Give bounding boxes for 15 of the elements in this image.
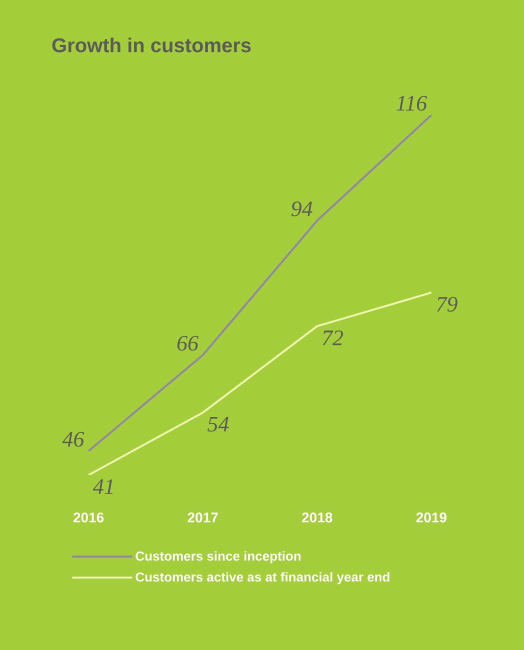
- data-label: 116: [396, 96, 427, 111]
- chart-title: Growth in customers: [52, 38, 251, 52]
- legend-label: Customers since inception: [136, 551, 301, 564]
- data-label: 46: [62, 432, 84, 447]
- legend-label: Customers active as at financial year end: [136, 572, 390, 584]
- data-label: 94: [291, 201, 312, 216]
- x-tick-label: 2018: [302, 512, 332, 522]
- x-tick-label: 2017: [188, 512, 218, 522]
- x-tick-label: 2019: [416, 512, 446, 522]
- data-label: 72: [322, 330, 343, 346]
- data-label: 41: [92, 479, 113, 494]
- x-tick-label: 2016: [73, 512, 104, 522]
- data-label: 66: [177, 336, 198, 351]
- data-label: 79: [437, 296, 458, 312]
- data-label: 54: [208, 416, 229, 432]
